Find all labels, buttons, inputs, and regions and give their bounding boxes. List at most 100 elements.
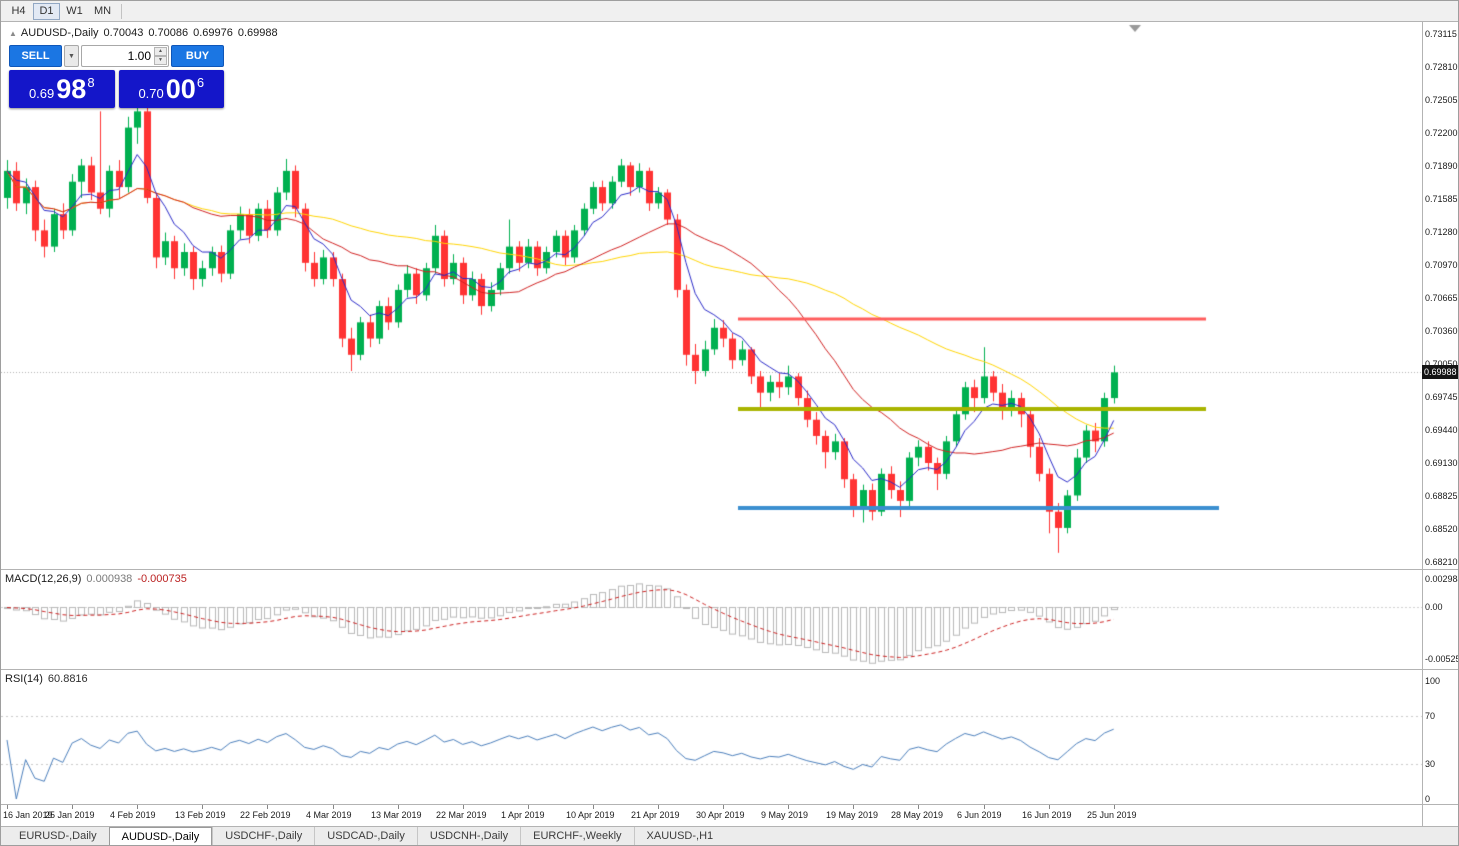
date-tick [1114, 805, 1115, 809]
price-chart-canvas[interactable] [1, 22, 1424, 569]
date-axis-label: 9 May 2019 [761, 810, 809, 820]
date-tick [918, 805, 919, 809]
macd-name: MACD(12,26,9) [5, 573, 82, 585]
date-tick [723, 805, 724, 809]
date-axis-label: 16 Jan 2019 [3, 810, 53, 820]
ohlc-high: 0.70086 [148, 27, 189, 39]
chevron-down-icon: ▼ [158, 57, 163, 63]
chart-tab-xauusd-h1[interactable]: XAUUSD-,H1 [633, 827, 726, 845]
toolbar-separator [121, 3, 122, 19]
timeframe-button-w1[interactable]: W1 [61, 3, 88, 20]
macd-axis[interactable]: 0.002984 0.00 -0.005258 [1422, 570, 1458, 669]
timeframe-toolbar: H4 D1 W1 MN [1, 1, 1458, 22]
timeframe-button-mn[interactable]: MN [89, 3, 116, 20]
chart-tab-eurchf-weekly[interactable]: EURCHF-,Weekly [520, 827, 633, 845]
rsi-axis-label: 70 [1425, 711, 1436, 721]
volume-decrease-button[interactable]: ▼ [154, 56, 167, 65]
sell-price-prefix: 0.69 [28, 86, 55, 101]
one-click-prices-row: 0.69 98 8 0.70 00 6 [9, 70, 224, 108]
date-axis-label: 28 May 2019 [891, 810, 944, 820]
chevron-down-icon: ▼ [68, 52, 75, 60]
volume-input[interactable] [81, 45, 169, 67]
macd-title: MACD(12,26,9) 0.000938 -0.000735 [5, 573, 187, 585]
chart-tab-usdchf-daily[interactable]: USDCHF-,Daily [212, 827, 314, 845]
date-tick [72, 805, 73, 809]
timeframe-button-h4[interactable]: H4 [5, 3, 32, 20]
rsi-axis-label: 0 [1425, 794, 1431, 804]
rsi-axis[interactable]: 100 70 30 0 [1422, 670, 1458, 804]
macd-axis-label: -0.005258 [1425, 654, 1458, 664]
chart-tabs-bar: EURUSD-,Daily AUDUSD-,Daily USDCHF-,Daily U… [1, 826, 1458, 845]
price-axis-label: 0.68210 [1425, 556, 1458, 567]
chart-ohlc-header: ▲ AUDUSD-,Daily 0.70043 0.70086 0.69976 0.699… [9, 27, 278, 39]
date-axis[interactable]: 16 Jan 2019 25 Jan 2019 4 Feb 2019 13 Feb 2… [1, 804, 1458, 826]
sell-price-big-digits: 98 [56, 74, 87, 104]
date-axis-label: 6 Jun 2019 [957, 810, 1002, 820]
rsi-value: 60.8816 [47, 673, 88, 685]
price-axis-label: 0.70360 [1425, 325, 1458, 336]
date-axis-label: 25 Jan 2019 [45, 810, 95, 820]
date-tick [528, 805, 529, 809]
date-tick [984, 805, 985, 809]
ohlc-close: 0.69988 [237, 27, 278, 39]
chart-tab-eurusd-daily[interactable]: EURUSD-,Daily [19, 830, 97, 842]
timeframe-button-d1[interactable]: D1 [33, 2, 60, 20]
buy-price-pipette: 6 [196, 75, 205, 90]
price-axis-label: 0.68520 [1425, 523, 1458, 534]
date-axis-label: 22 Feb 2019 [240, 810, 291, 820]
price-axis-label: 0.69440 [1425, 424, 1458, 435]
sell-button[interactable]: SELL [9, 45, 62, 67]
volume-increase-button[interactable]: ▲ [154, 47, 167, 56]
date-axis-label: 19 May 2019 [826, 810, 879, 820]
date-axis-label: 21 Apr 2019 [631, 810, 680, 820]
price-axis-label: 0.69130 [1425, 457, 1458, 468]
rsi-canvas[interactable] [1, 670, 1424, 804]
price-axis-label: 0.72505 [1425, 94, 1458, 105]
rsi-title: RSI(14) 60.8816 [5, 673, 88, 685]
one-click-controls-row: SELL ▼ ▲ ▼ BUY [9, 45, 224, 67]
rsi-axis-label: 30 [1425, 759, 1436, 769]
date-tick [398, 805, 399, 809]
macd-main-value: 0.000938 [86, 573, 133, 585]
date-tick [788, 805, 789, 809]
price-axis-label: 0.68825 [1425, 490, 1458, 501]
macd-axis-label: 0.00 [1425, 602, 1443, 612]
date-axis-label: 4 Feb 2019 [110, 810, 156, 820]
buy-price-big-digits: 00 [165, 74, 196, 104]
macd-axis-label: 0.002984 [1425, 574, 1458, 584]
sell-price-display[interactable]: 0.69 98 8 [9, 70, 115, 108]
date-axis-label: 22 Mar 2019 [436, 810, 487, 820]
date-axis-label: 25 Jun 2019 [1087, 810, 1137, 820]
date-tick [202, 805, 203, 809]
buy-price-prefix: 0.70 [138, 86, 164, 101]
date-tick [658, 805, 659, 809]
date-tick [1049, 805, 1050, 809]
date-tick [7, 805, 8, 809]
collapse-panel-icon[interactable]: ▲ [9, 29, 17, 38]
price-axis-label: 0.70050 [1425, 358, 1458, 369]
order-options-dropdown-button[interactable]: ▼ [64, 45, 79, 67]
chevron-up-icon: ▲ [158, 48, 163, 54]
price-axis-label: 0.72200 [1425, 127, 1458, 138]
buy-button[interactable]: BUY [171, 45, 224, 67]
date-axis-corner [1422, 805, 1458, 826]
chart-tab-usdcnh-daily[interactable]: USDCNH-,Daily [416, 827, 520, 845]
macd-panel: MACD(12,26,9)0.000938-0.000735 0.0029840… [1, 569, 1458, 669]
macd-canvas[interactable] [1, 570, 1424, 669]
date-axis-label: 13 Feb 2019 [175, 810, 226, 820]
rsi-axis-label: 100 [1425, 676, 1441, 686]
date-axis-label: 16 Jun 2019 [1022, 810, 1072, 820]
date-axis-label: 10 Apr 2019 [566, 810, 615, 820]
main-chart-panel: ▲ AUDUSD-,Daily 0.70043 0.70086 0.69976 0.699… [1, 22, 1458, 569]
macd-signal-value: -0.000735 [137, 573, 187, 585]
price-axis-label: 0.70665 [1425, 292, 1458, 303]
chart-tab-usdcad-daily[interactable]: USDCAD-,Daily [314, 827, 417, 845]
date-tick [333, 805, 334, 809]
price-axis[interactable]: 0.69988 0.73115 0.72810 0.72505 0.72200 0.71… [1422, 22, 1458, 569]
chart-tab-audusd-daily[interactable]: AUDUSD-,Daily [108, 827, 213, 845]
price-axis-label: 0.71890 [1425, 160, 1458, 171]
current-price-tag: 0.69988 [1422, 365, 1458, 379]
date-tick [267, 805, 268, 809]
buy-price-display[interactable]: 0.70 00 6 [118, 70, 224, 108]
